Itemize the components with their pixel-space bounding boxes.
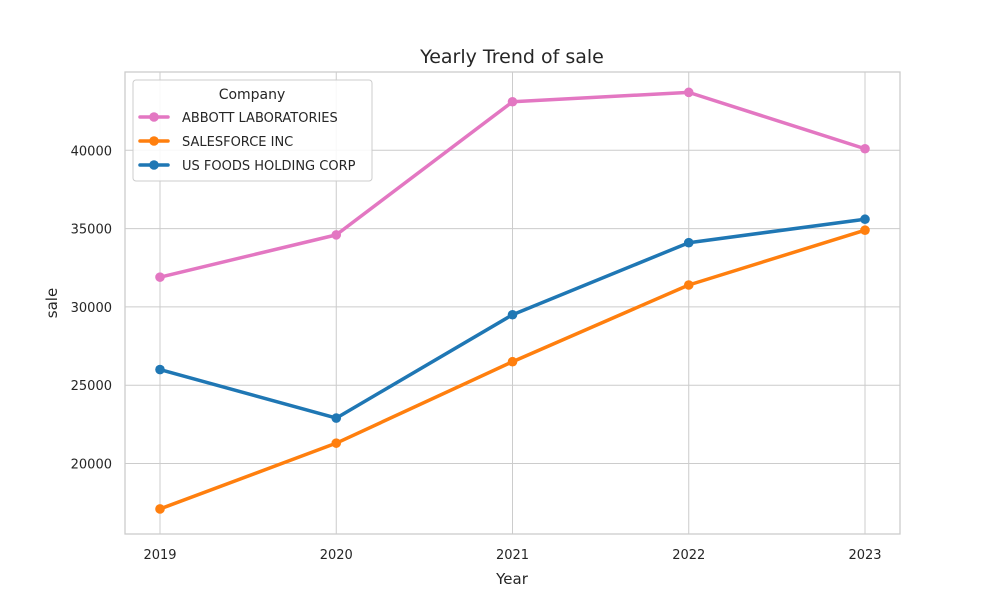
data-point (331, 230, 342, 240)
plot-frame (124, 71, 901, 535)
x-axis-title: Year (495, 570, 529, 588)
y-tick-label: 35000 (71, 223, 112, 238)
data-point (860, 143, 870, 154)
data-point (331, 413, 342, 423)
data-point (155, 504, 165, 514)
data-point (155, 364, 165, 375)
tick-labels: 2019 2020 2021 2022 2023 20000 25000 30000 35000… (71, 144, 882, 563)
legend-marker (149, 136, 159, 146)
data-point (155, 272, 165, 282)
x-tick-label: 2021 (496, 548, 529, 563)
y-tick-label: 30000 (71, 301, 112, 316)
x-tick-label: 2022 (672, 548, 705, 563)
legend-label: ABBOTT LABORATORIES (182, 111, 338, 126)
data-point (331, 438, 342, 448)
legend-box (132, 79, 373, 182)
data-point (683, 87, 694, 98)
series (155, 87, 870, 514)
legend-marker (149, 160, 159, 170)
x-tick-label: 2019 (143, 548, 176, 563)
y-tick-label: 20000 (71, 458, 112, 473)
y-axis-title: sale (43, 288, 61, 318)
x-tick-label: 2023 (848, 548, 881, 563)
legend-label: US FOODS HOLDING CORP (182, 159, 356, 174)
data-point (683, 280, 694, 290)
data-point (683, 237, 694, 248)
legend-label: SALESFORCE INC (182, 135, 293, 150)
data-point (507, 309, 518, 320)
chart-title: Yearly Trend of sale (419, 46, 604, 68)
data-point (860, 225, 870, 235)
legend-marker (149, 112, 159, 122)
y-tick-label: 25000 (71, 379, 112, 394)
legend: Company ABBOTT LABORATORIES SALESFORCE IN… (132, 79, 373, 182)
data-point (860, 214, 870, 225)
data-point (507, 356, 518, 367)
legend-title: Company (219, 87, 286, 103)
y-tick-label: 40000 (71, 144, 112, 159)
data-point (507, 96, 518, 107)
x-tick-label: 2020 (320, 548, 353, 563)
